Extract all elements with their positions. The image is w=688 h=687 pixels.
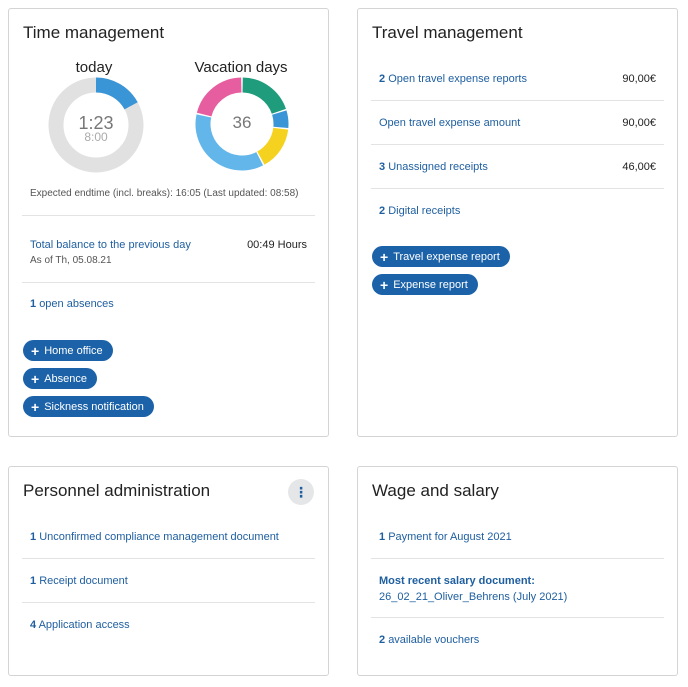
row-label: Digital receipts bbox=[388, 205, 461, 217]
wage-and-salary-title: Wage and salary bbox=[372, 481, 499, 500]
open-travel-expense-reports-link[interactable]: 2 Open travel expense reports bbox=[379, 73, 656, 85]
divider bbox=[371, 100, 664, 101]
vacation-donut-segment bbox=[195, 114, 264, 171]
absence-button[interactable]: + Absence bbox=[23, 368, 97, 389]
today-label: today bbox=[75, 59, 113, 76]
open-travel-expense-amount-link[interactable]: Open travel expense amount bbox=[379, 117, 656, 129]
row-count: 1 bbox=[30, 531, 37, 543]
travel-management-title: Travel management bbox=[372, 23, 523, 42]
divider bbox=[22, 602, 315, 603]
unassigned-receipts-link[interactable]: 3 Unassigned receipts bbox=[379, 161, 656, 173]
row-count: 1 bbox=[30, 575, 37, 587]
row-label: Receipt document bbox=[39, 575, 128, 587]
sickness-notification-button[interactable]: + Sickness notification bbox=[23, 396, 154, 417]
plus-icon: + bbox=[380, 276, 389, 293]
vacation-donut-segment bbox=[272, 110, 289, 129]
total-balance-link[interactable]: Total balance to the previous day bbox=[30, 239, 191, 251]
open-absences-link[interactable]: 1 open absences bbox=[30, 298, 307, 310]
plus-icon: + bbox=[31, 342, 40, 359]
vacation-donut-segment bbox=[196, 77, 242, 117]
vacation-donut-chart bbox=[195, 77, 289, 171]
row-amount: 90,00€ bbox=[622, 117, 656, 129]
sickness-notification-button-label: Sickness notification bbox=[44, 400, 144, 413]
payment-link[interactable]: 1 Payment for August 2021 bbox=[379, 531, 656, 543]
open-absences-label: open absences bbox=[39, 298, 114, 310]
digital-receipts-link[interactable]: 2 Digital receipts bbox=[379, 205, 656, 217]
divider bbox=[371, 558, 664, 559]
expected-endtime-text: Expected endtime (incl. breaks): 16:05 (… bbox=[30, 188, 299, 199]
time-management-title: Time management bbox=[23, 23, 165, 42]
plus-icon: + bbox=[31, 398, 40, 415]
today-donut-chart bbox=[48, 77, 144, 173]
total-balance-value: 00:49 Hours bbox=[247, 239, 307, 251]
divider bbox=[371, 188, 664, 189]
absence-button-label: Absence bbox=[44, 372, 87, 385]
vouchers-label: available vouchers bbox=[388, 634, 480, 646]
row-label: Unassigned receipts bbox=[388, 161, 488, 173]
divider bbox=[22, 215, 315, 216]
row-amount: 90,00€ bbox=[622, 73, 656, 85]
divider bbox=[371, 144, 664, 145]
row-count: 3 bbox=[379, 161, 386, 173]
home-office-button[interactable]: + Home office bbox=[23, 340, 113, 361]
expense-report-button-label: Expense report bbox=[393, 278, 468, 291]
divider bbox=[22, 282, 315, 283]
vouchers-count: 2 bbox=[379, 634, 386, 646]
salary-document-heading: Most recent salary document: bbox=[379, 575, 535, 587]
balance-date-text: As of Th, 05.08.21 bbox=[30, 255, 112, 266]
available-vouchers-link[interactable]: 2 available vouchers bbox=[379, 634, 656, 646]
time-management-card: Time management today 1:23 8:00 Vacation… bbox=[8, 8, 329, 437]
row-count: 4 bbox=[30, 619, 37, 631]
today-time-value: 1:23 bbox=[78, 113, 114, 133]
travel-expense-report-button-label: Travel expense report bbox=[393, 250, 500, 263]
unconfirmed-compliance-document-link[interactable]: 1 Unconfirmed compliance management docu… bbox=[30, 531, 307, 543]
row-label: Open travel expense reports bbox=[388, 73, 527, 85]
row-label: Open travel expense amount bbox=[379, 117, 521, 129]
personnel-administration-title: Personnel administration bbox=[23, 481, 211, 500]
plus-icon: + bbox=[380, 248, 389, 265]
home-office-button-label: Home office bbox=[44, 344, 103, 357]
today-target-value: 8:00 bbox=[84, 130, 108, 144]
row-label: Unconfirmed compliance management docume… bbox=[39, 531, 279, 543]
divider bbox=[371, 617, 664, 618]
today-donut-progress bbox=[48, 77, 144, 173]
wage-and-salary-card: Wage and salary 1 Payment for August 202… bbox=[357, 466, 678, 676]
open-absences-count: 1 bbox=[30, 298, 37, 310]
plus-icon: + bbox=[31, 370, 40, 387]
vacation-days-value: 36 bbox=[232, 113, 252, 132]
personnel-administration-card: Personnel administration ⋮ 1 Unconfirmed… bbox=[8, 466, 329, 676]
vacation-days-label: Vacation days bbox=[194, 59, 288, 76]
vacation-donut-segment bbox=[242, 77, 286, 115]
row-count: 2 bbox=[379, 205, 386, 217]
expense-report-button[interactable]: + Expense report bbox=[372, 274, 478, 295]
row-label: Application access bbox=[38, 619, 130, 631]
travel-management-card: Travel management 2 Open travel expense … bbox=[357, 8, 678, 437]
travel-expense-report-button[interactable]: + Travel expense report bbox=[372, 246, 510, 267]
payment-count: 1 bbox=[379, 531, 386, 543]
row-count: 2 bbox=[379, 73, 386, 85]
more-options-icon[interactable]: ⋮ bbox=[288, 479, 314, 505]
receipt-document-link[interactable]: 1 Receipt document bbox=[30, 575, 307, 587]
divider bbox=[22, 558, 315, 559]
vacation-donut-segment bbox=[256, 127, 289, 165]
application-access-link[interactable]: 4 Application access bbox=[30, 619, 307, 631]
salary-document-link[interactable]: 26_02_21_Oliver_Behrens (July 2021) bbox=[379, 591, 568, 603]
payment-label: Payment for August 2021 bbox=[388, 531, 512, 543]
row-amount: 46,00€ bbox=[622, 161, 656, 173]
